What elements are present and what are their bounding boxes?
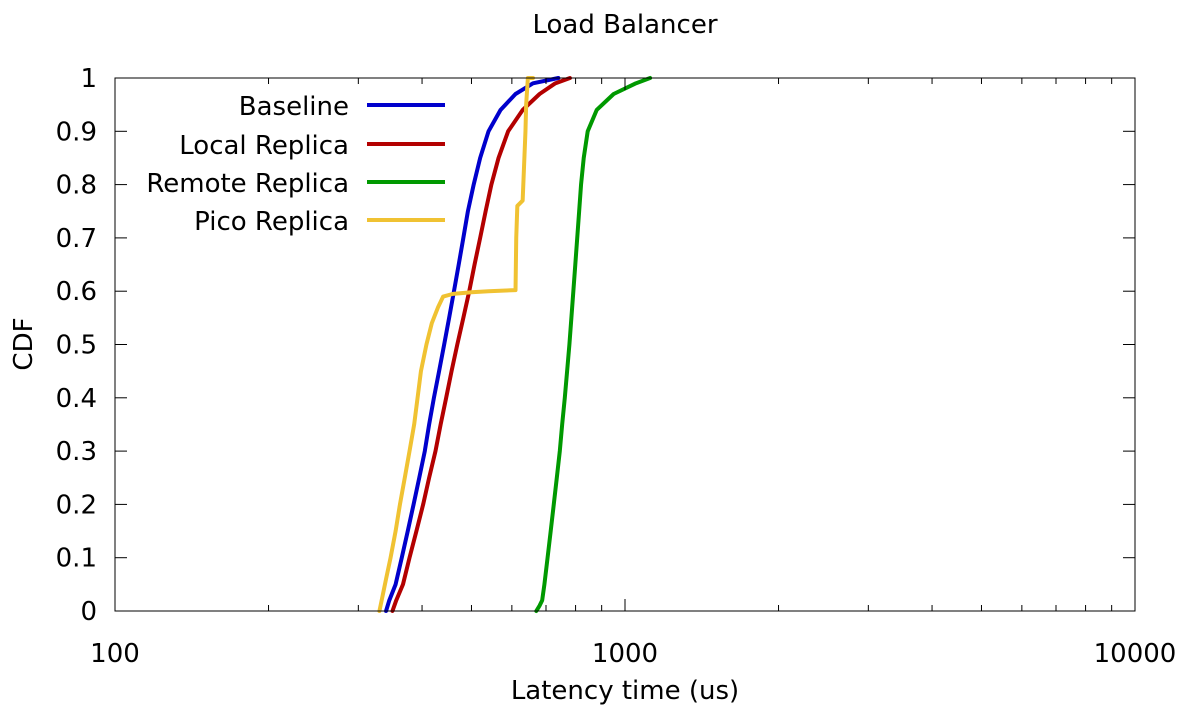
- y-tick-label: 0.6: [56, 277, 97, 307]
- y-tick-label: 0.3: [56, 437, 97, 467]
- x-tick-label: 100: [90, 639, 140, 669]
- series-line-remote-replica: [534, 76, 653, 613]
- series-line-pico-replica: [377, 76, 535, 613]
- series-line-local-replica: [390, 76, 572, 613]
- legend-label: Remote Replica: [146, 169, 349, 199]
- legend: Baseline Local Replica Remote Replica Pico …: [146, 92, 445, 237]
- legend-label: Pico Replica: [194, 207, 349, 237]
- y-tick-label: 0.1: [56, 544, 97, 574]
- x-tick-label: 10000: [1094, 639, 1177, 669]
- series-layer: [377, 76, 653, 613]
- y-tick-label: 0.2: [56, 490, 97, 520]
- x-tick-label: 1000: [592, 639, 658, 669]
- y-axis: 0 0.1 0.2 0.3 0.4 0.5 0.6 0.7 0.8 0.9 1: [56, 64, 1135, 627]
- y-axis-label: CDF: [9, 317, 39, 370]
- y-tick-label: 0.5: [56, 331, 97, 361]
- y-tick-label: 0.4: [56, 384, 97, 414]
- legend-label: Local Replica: [179, 131, 349, 161]
- y-tick-label: 0.9: [56, 117, 97, 147]
- x-axis: 100 1000 10000: [90, 78, 1176, 669]
- legend-label: Baseline: [239, 92, 349, 122]
- x-axis-label: Latency time (us): [511, 676, 739, 706]
- series-line-baseline: [384, 76, 561, 613]
- chart-title: Load Balancer: [532, 10, 717, 40]
- y-tick-label: 0.7: [56, 224, 97, 254]
- plot-area: [377, 76, 653, 613]
- y-tick-label: 0.8: [56, 171, 97, 201]
- y-tick-label: 0: [80, 597, 97, 627]
- y-tick-label: 1: [80, 64, 97, 94]
